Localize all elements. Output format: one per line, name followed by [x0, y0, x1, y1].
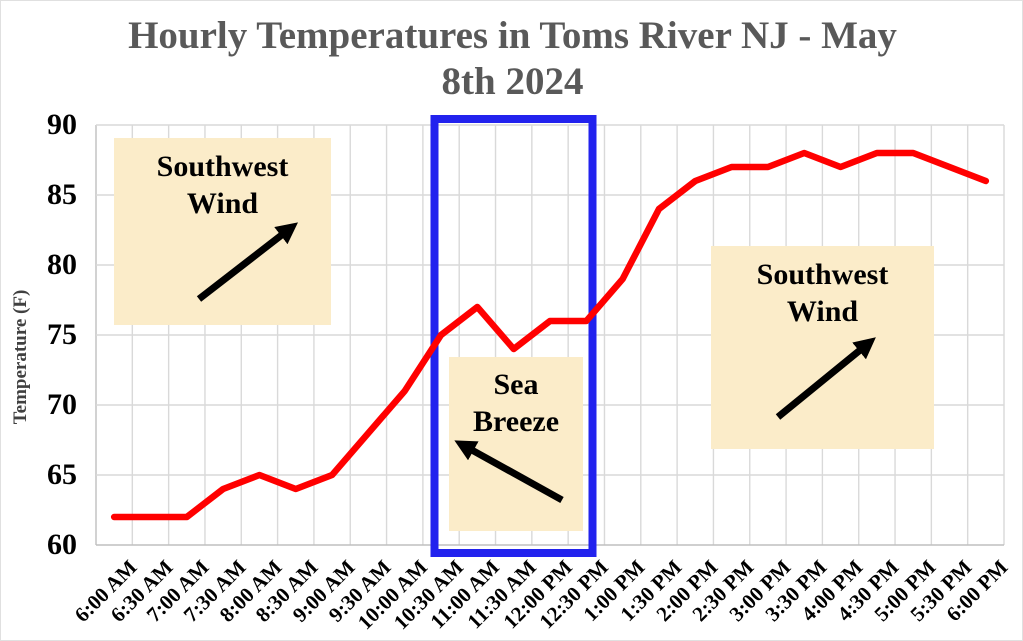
y-tick-label: 60	[47, 528, 77, 561]
sea-breeze-arrow-icon	[454, 440, 564, 504]
annotation-box-southwest-wind-right	[711, 246, 934, 449]
annotation-southwest-wind-left-label: Southwest Wind	[156, 150, 289, 220]
y-tick-label: 90	[47, 108, 77, 141]
y-tick-label: 80	[47, 248, 77, 281]
y-tick-label: 75	[47, 318, 77, 351]
annotation-southwest-wind-right-label: Southwest Wind	[756, 258, 889, 328]
southwest-wind-left-arrow-icon	[196, 222, 299, 302]
chart-title-line2: 8th 2024	[441, 60, 584, 104]
y-tick-label: 70	[47, 388, 77, 421]
chart-title: Hourly Temperatures in Toms River NJ - M…	[1, 13, 1022, 105]
chart-title-line1: Hourly Temperatures in Toms River NJ - M…	[128, 14, 897, 57]
annotation-sea-breeze-label: Sea Breeze	[472, 368, 560, 438]
y-tick-label: 65	[47, 458, 77, 491]
sea-breeze-highlight-rectangle	[430, 115, 597, 557]
southwest-wind-right-arrow-icon	[775, 337, 876, 420]
temperature-line-series	[110, 149, 990, 521]
y-tick-label: 85	[47, 178, 77, 211]
